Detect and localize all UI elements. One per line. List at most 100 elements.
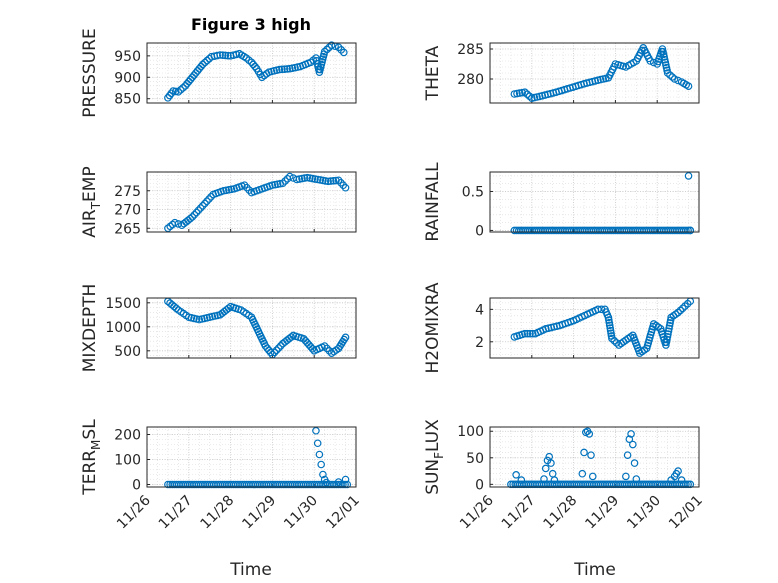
data-point bbox=[663, 335, 671, 344]
data-point bbox=[521, 329, 529, 338]
y-tick-label: 1500 bbox=[105, 296, 141, 312]
data-point bbox=[186, 214, 194, 223]
data-point bbox=[664, 327, 673, 336]
y-tick-label: 900 bbox=[114, 70, 141, 86]
data-point bbox=[283, 65, 292, 73]
data-point bbox=[320, 47, 329, 56]
data-point bbox=[610, 336, 619, 345]
x-tick-label: 11/28 bbox=[541, 493, 581, 533]
data-point bbox=[578, 469, 587, 478]
data-point bbox=[662, 341, 670, 349]
data-point bbox=[221, 51, 230, 60]
data-point bbox=[327, 41, 336, 49]
data-point bbox=[334, 478, 343, 486]
subplot-rainfall: 0 0.5 RAINFALL bbox=[423, 162, 700, 242]
data-point bbox=[622, 472, 630, 481]
data-point bbox=[585, 430, 594, 438]
data-point bbox=[606, 324, 614, 332]
data-point bbox=[340, 48, 348, 57]
x-tick-label: 11/28 bbox=[198, 493, 238, 533]
data-point bbox=[605, 316, 613, 324]
x-tick-label: 11/29 bbox=[582, 493, 622, 533]
y-tick-label: 0 bbox=[475, 477, 484, 493]
y-tick-label: 850 bbox=[114, 92, 141, 108]
data-point bbox=[580, 448, 588, 457]
axes-frame bbox=[146, 42, 357, 104]
data-point bbox=[218, 51, 227, 60]
data-point bbox=[343, 480, 352, 489]
data-point bbox=[201, 199, 209, 208]
data-point bbox=[528, 329, 537, 338]
data-point bbox=[275, 65, 284, 74]
data-point bbox=[276, 342, 285, 350]
y-tick-label: 270 bbox=[114, 203, 141, 219]
data-point bbox=[665, 324, 673, 333]
axes-frame bbox=[489, 426, 700, 488]
data-point bbox=[608, 334, 616, 343]
data-point bbox=[684, 82, 693, 91]
data-point bbox=[192, 208, 201, 217]
data-point bbox=[341, 183, 350, 192]
data-point bbox=[174, 88, 183, 96]
data-point bbox=[341, 480, 349, 489]
axes-frame bbox=[146, 426, 357, 488]
data-point bbox=[662, 338, 671, 347]
y-axis-label-sub: T bbox=[89, 201, 103, 210]
data-point bbox=[232, 50, 241, 59]
data-point bbox=[243, 183, 251, 192]
data-point bbox=[674, 308, 682, 317]
data-point bbox=[665, 321, 674, 330]
data-point bbox=[274, 344, 283, 352]
data-point bbox=[684, 226, 692, 235]
data-point bbox=[550, 476, 559, 484]
data-point bbox=[604, 313, 613, 322]
subplot-sun-flux: 0 50 100 SUNFLUX 11/26 11/27 11/28 11/29 11/30 12… bbox=[423, 419, 706, 533]
data-point bbox=[315, 450, 324, 459]
x-tick-label: 11/30 bbox=[624, 493, 664, 533]
data-point bbox=[523, 329, 532, 338]
data-point bbox=[605, 321, 614, 330]
y-axis-label: THETA bbox=[423, 45, 443, 101]
data-point bbox=[279, 179, 287, 188]
data-point bbox=[174, 220, 183, 228]
subplot-air-temp: 265 270 275 AIRTEMP bbox=[80, 166, 357, 238]
data-point bbox=[676, 306, 685, 315]
y-axis-label: MIXDEPTH bbox=[80, 284, 100, 373]
data-point bbox=[517, 476, 526, 484]
data-point bbox=[664, 330, 672, 338]
y-axis-label-main: AIR bbox=[80, 209, 100, 238]
data-point bbox=[317, 460, 325, 469]
data-point bbox=[270, 348, 279, 357]
data-point bbox=[320, 342, 329, 350]
y-axis-label-tail: SL bbox=[80, 419, 100, 440]
y-tick-label: 0 bbox=[132, 478, 141, 494]
data-point bbox=[166, 222, 175, 231]
data-point bbox=[623, 451, 632, 459]
y-tick-label: 100 bbox=[114, 453, 141, 469]
data-point bbox=[194, 206, 203, 215]
data-point bbox=[588, 472, 597, 481]
data-point bbox=[682, 480, 690, 489]
data-point bbox=[251, 62, 259, 71]
data-point bbox=[167, 89, 176, 98]
data-point bbox=[541, 464, 550, 473]
data-point bbox=[171, 87, 180, 96]
data-point bbox=[612, 339, 621, 347]
data-point bbox=[313, 439, 322, 448]
data-point bbox=[325, 346, 334, 355]
x-axis-label-right: Time bbox=[573, 560, 616, 580]
y-tick-label: 950 bbox=[114, 49, 141, 65]
data-point bbox=[625, 435, 634, 444]
y-tick-label: 1000 bbox=[105, 320, 141, 336]
data-point bbox=[319, 470, 327, 479]
data-point bbox=[334, 176, 343, 185]
data-point bbox=[322, 478, 331, 487]
subplot-terr-msl: 0 100 200 TERRMSL 11/26 11/27 11/28 11/29 11/30 1… bbox=[80, 419, 363, 533]
data-point bbox=[526, 329, 534, 338]
data-point bbox=[245, 186, 253, 194]
data-point bbox=[272, 346, 281, 355]
data-point bbox=[326, 177, 335, 185]
y-axis-label-tail: LUX bbox=[423, 419, 443, 452]
data-point bbox=[629, 440, 637, 449]
data-point bbox=[287, 333, 296, 341]
